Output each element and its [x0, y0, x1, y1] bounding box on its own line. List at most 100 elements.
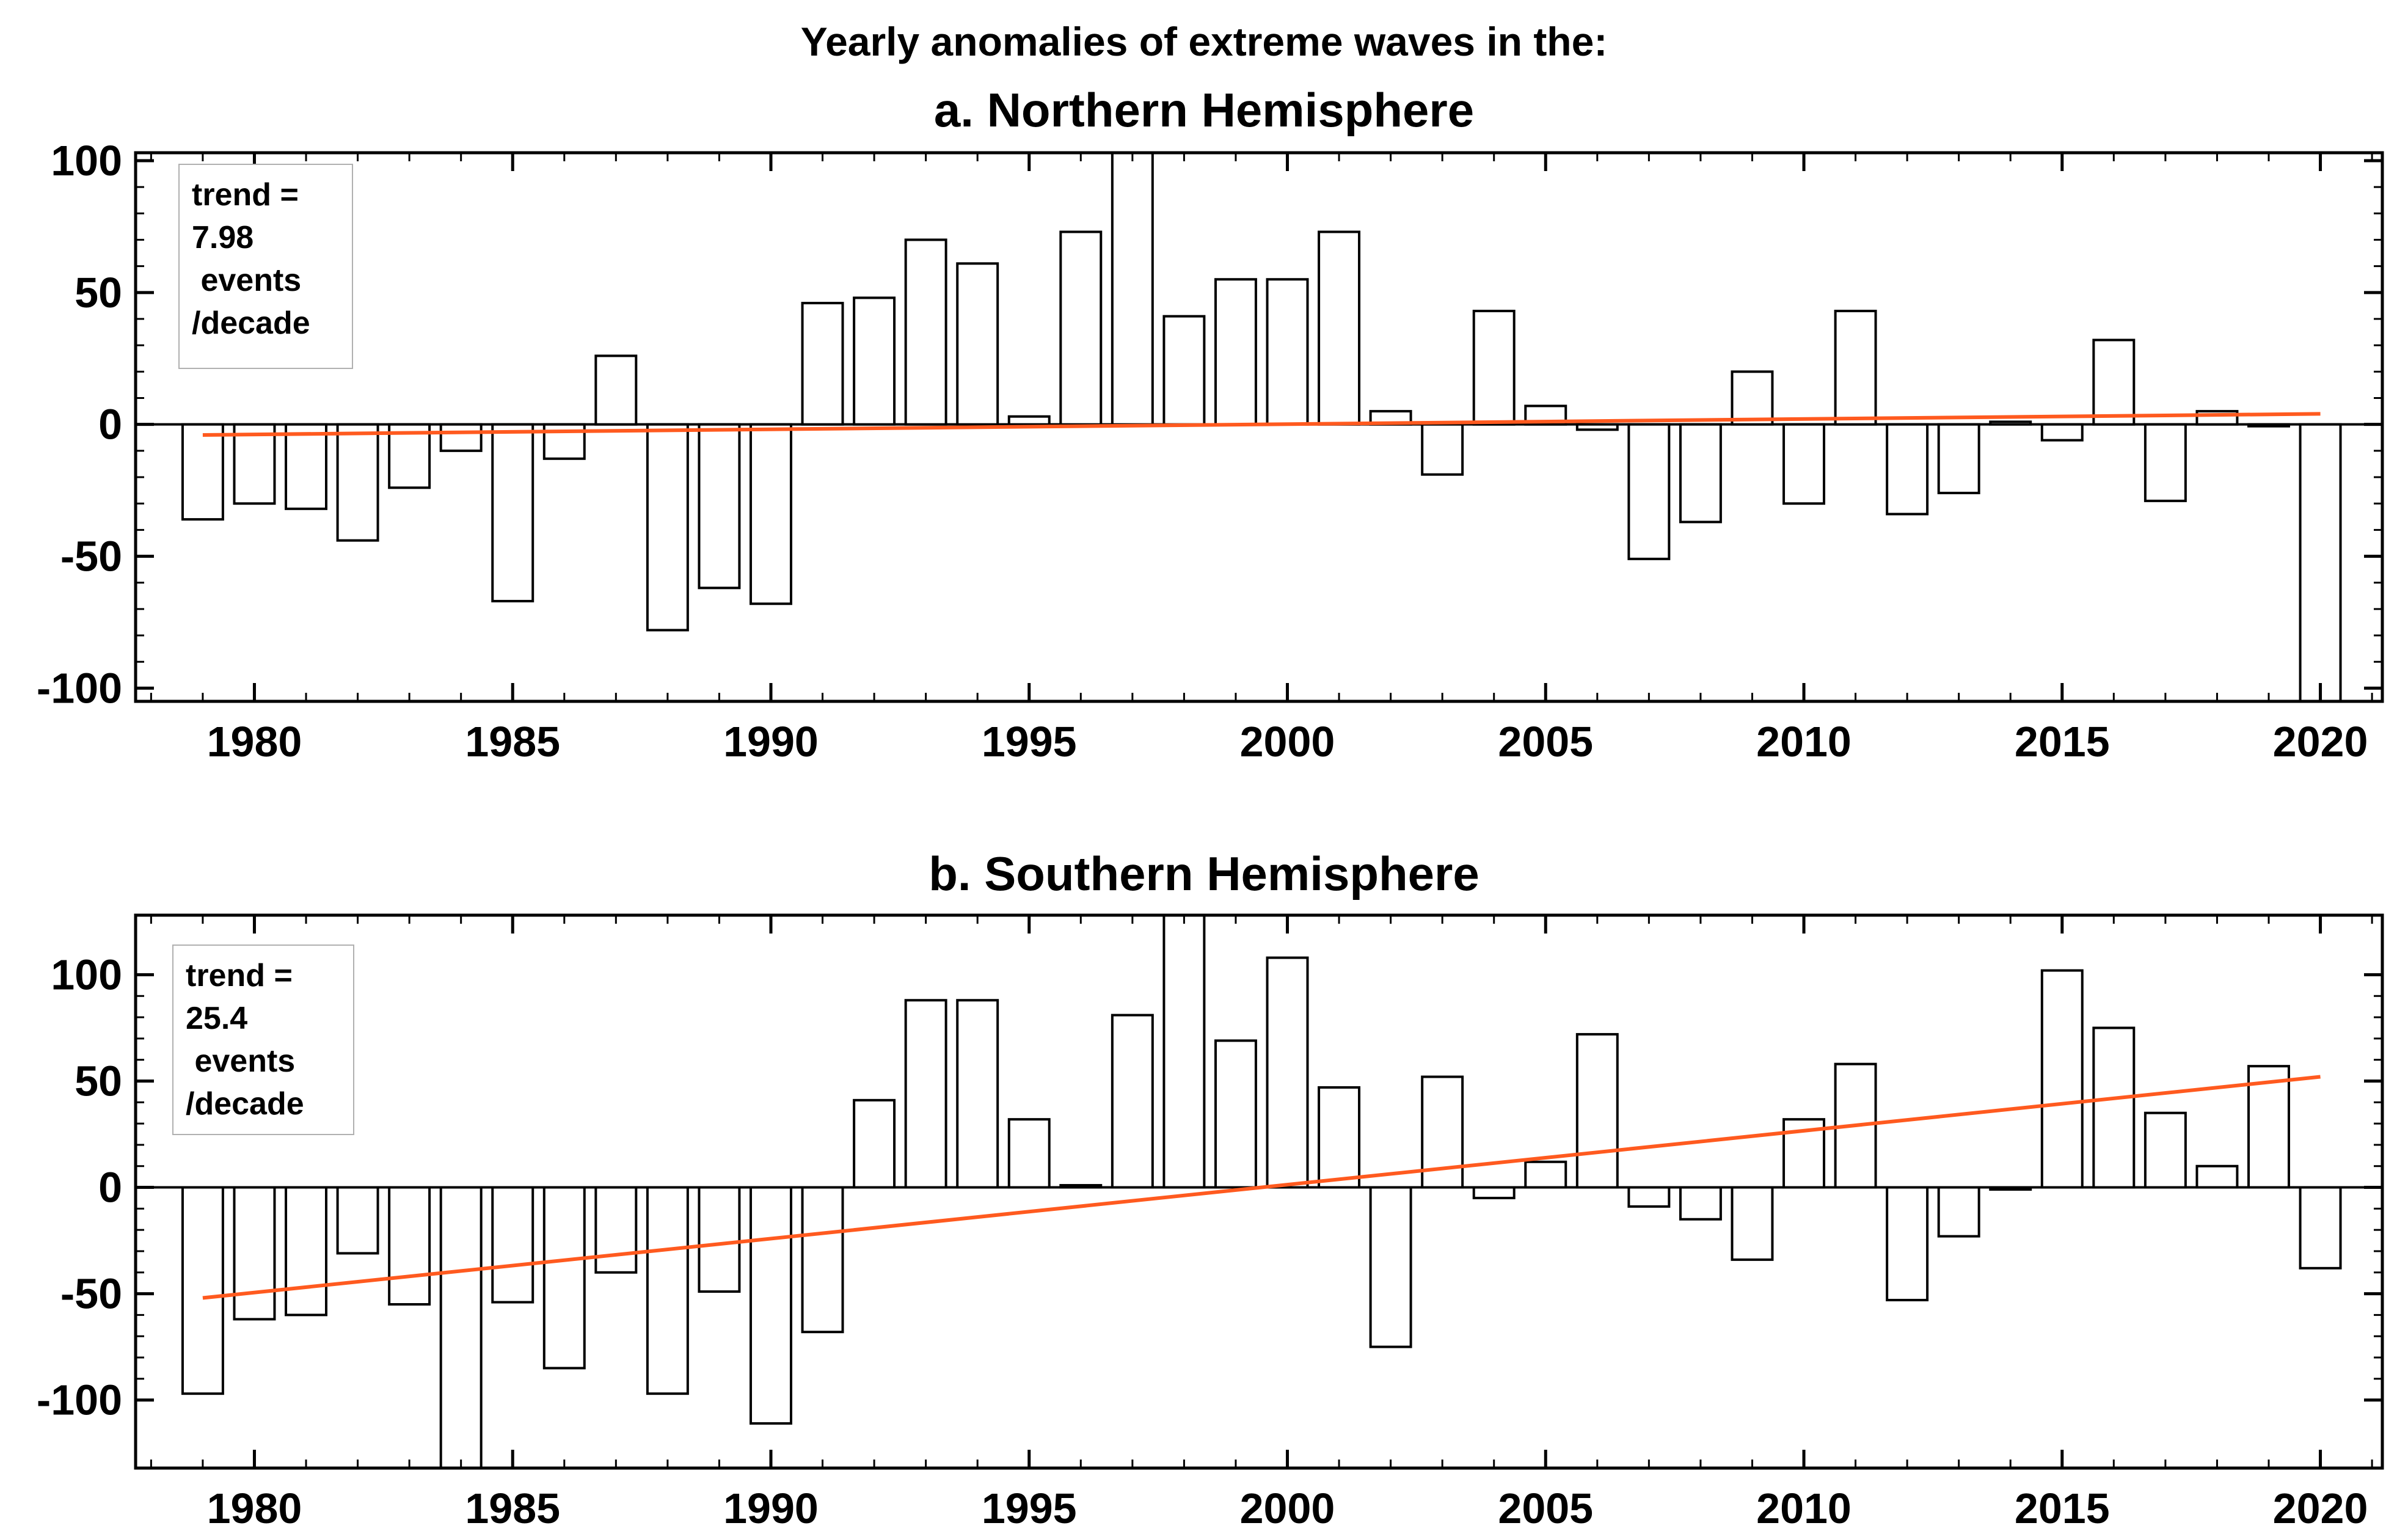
- panel-b-bar-1993: [904, 999, 947, 1189]
- panel-b-bar-1981: [285, 1186, 327, 1317]
- panel-b-bar-1990: [750, 1186, 792, 1425]
- panel-a-bar-2007: [1627, 423, 1671, 560]
- panel-a-trend-line-4: /decade: [192, 305, 310, 341]
- panel-a-ytick-label--50: -50: [60, 533, 122, 580]
- panel-b-frame: [134, 913, 2384, 1470]
- panel-b-bar-2016: [2092, 1026, 2136, 1189]
- panel-b-bar-2018: [2195, 1164, 2239, 1189]
- panel-b-bar-1991: [801, 1186, 844, 1334]
- panel-a-bar-1999: [1214, 278, 1257, 426]
- panel-b-bar-2017: [2143, 1111, 2187, 1189]
- panel-a-bar-1990: [750, 423, 792, 605]
- panel-a-frame: [134, 151, 2384, 703]
- panel-b-title: b. Southern Hemisphere: [929, 847, 1479, 901]
- panel-a-bar-2013: [1937, 423, 1980, 494]
- panel-a-bar-1996: [1059, 230, 1103, 426]
- panel-b-bar-2013: [1937, 1186, 1980, 1238]
- panel-b-bar-2000: [1266, 956, 1309, 1189]
- panel-b-bar-1997: [1111, 1014, 1154, 1189]
- panel-a-bar-2004: [1472, 310, 1516, 426]
- panel-b-bar-1995: [1007, 1118, 1051, 1189]
- panel-a-bar-1997: [1111, 152, 1154, 426]
- panel-b-xtick-label-2000: 2000: [1240, 1485, 1335, 1531]
- panel-a-xtick-label-2000: 2000: [1240, 718, 1335, 766]
- panel-a-trend-line-3: events: [192, 263, 302, 298]
- panel-a-bar-2011: [1834, 310, 1877, 426]
- panel-b-bar-2009: [1731, 1186, 1774, 1261]
- panel-b-bar-2002: [1369, 1186, 1412, 1348]
- panel-a-bar-2019: [2247, 423, 2290, 428]
- panel-b-xtick-label-1990: 1990: [723, 1485, 819, 1531]
- panel-b-bar-2008: [1679, 1186, 1722, 1221]
- panel-b-trend-line-1: trend =: [186, 958, 293, 993]
- panel-b-xtick-label-2015: 2015: [2015, 1485, 2110, 1531]
- panel-b-bar-1994: [956, 999, 999, 1189]
- panel-b-xtick-label-1995: 1995: [982, 1485, 1077, 1531]
- panel-a-bar-1981: [285, 423, 327, 510]
- panel-b-trend-line-4: /decade: [186, 1086, 304, 1122]
- panel-b-bar-1992: [853, 1098, 896, 1189]
- panel-a-xtick-label-2010: 2010: [1756, 718, 1852, 766]
- panel-b-bar-1985: [491, 1186, 535, 1304]
- panel-a-ytick-label-50: 50: [75, 269, 122, 316]
- panel-b-bar-1999: [1214, 1039, 1257, 1189]
- panel-b-bar-2006: [1575, 1032, 1619, 1189]
- panel-a-bar-2012: [1886, 423, 1929, 516]
- panel-a-bar-2014: [1989, 420, 2032, 426]
- panel-b-bar-2019: [2247, 1065, 2290, 1189]
- panel-a-bar-2008: [1679, 423, 1722, 524]
- panel-b-bar-2014: [1989, 1186, 2032, 1191]
- panel-b-trend-line-2: 25.4: [186, 1001, 248, 1036]
- panel-a-bar-1992: [853, 296, 896, 426]
- panel-b-bar-2020: [2299, 1186, 2342, 1270]
- panel-a-ytick-label-0: 0: [98, 401, 122, 448]
- panel-b-bar-2007: [1627, 1186, 1671, 1208]
- panel-a-bar-1994: [956, 262, 999, 426]
- panel-a-ytick-label--100: -100: [37, 664, 122, 712]
- panel-b-bar-1996: [1059, 1184, 1103, 1189]
- panel-b-xtick-label-2010: 2010: [1756, 1485, 1852, 1531]
- panel-a-bar-1988: [646, 423, 689, 632]
- panel-b-ytick-label--100: -100: [37, 1376, 122, 1424]
- panel-a-xtick-label-1995: 1995: [982, 718, 1077, 766]
- panel-a-ytick-label-100: 100: [51, 137, 122, 185]
- panel-b-bar-1988: [646, 1186, 689, 1395]
- panel-a-bar-2001: [1318, 230, 1361, 426]
- panel-a-bar-1987: [594, 354, 638, 426]
- panel-a-xtick-label-1985: 1985: [465, 718, 560, 766]
- panel-a-xtick-label-2015: 2015: [2015, 718, 2110, 766]
- panel-a-trend-line-1: trend =: [192, 177, 299, 213]
- panel-a-bar-1982: [336, 423, 379, 542]
- panel-b-bar-1982: [336, 1186, 379, 1255]
- panel-b-bar-1984: [439, 1186, 483, 1469]
- panel-a-bar-1984: [439, 423, 483, 452]
- panel-a-bar-2006: [1575, 423, 1619, 431]
- panel-b-bar-1998: [1162, 914, 1206, 1189]
- panel-a-bar-1998: [1162, 315, 1206, 426]
- panel-a-bar-1985: [491, 423, 535, 602]
- panel-b-bar-1980: [233, 1186, 276, 1321]
- panel-a-xtick-label-2020: 2020: [2273, 718, 2368, 766]
- panel-a-trend-box: trend = 7.98 events /decade: [178, 164, 353, 369]
- panel-b-bar-2001: [1318, 1086, 1361, 1189]
- panel-b-bar-1983: [388, 1186, 431, 1306]
- panel-a-bar-2000: [1266, 278, 1309, 426]
- panel-b-xtick-label-2020: 2020: [2273, 1485, 2368, 1531]
- panel-b-ytick-label-0: 0: [98, 1164, 122, 1211]
- panel-b-ytick-label-100: 100: [51, 951, 122, 998]
- panel-a-bar-1979: [181, 423, 224, 521]
- panel-a-trend-line: [202, 412, 2321, 437]
- panel-b-trend-line: [202, 1075, 2321, 1300]
- panel-a-trend-line-2: 7.98: [192, 220, 254, 255]
- panel-b-trend-box: trend = 25.4 events /decade: [172, 945, 354, 1135]
- panel-b-trend-line-3: events: [186, 1043, 296, 1079]
- panel-a-bar-1983: [388, 423, 431, 489]
- panel-a-bar-2009: [1731, 370, 1774, 426]
- panel-b-xtick-label-2005: 2005: [1498, 1485, 1593, 1531]
- panel-a-bar-2020: [2299, 423, 2342, 703]
- panel-b-xtick-label-1980: 1980: [207, 1485, 302, 1531]
- panel-a-bar-2003: [1421, 423, 1464, 476]
- panel-a-bar-1980: [233, 423, 276, 505]
- panel-b-bar-2004: [1472, 1186, 1516, 1199]
